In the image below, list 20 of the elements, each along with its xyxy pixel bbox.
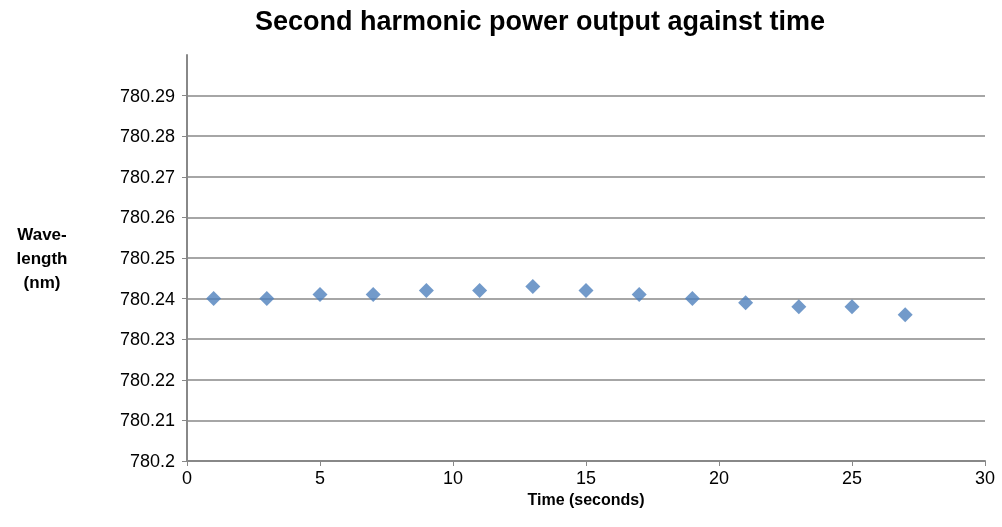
y-tick-label: 780.2: [129, 451, 175, 471]
y-tick-label: 780.25: [119, 248, 175, 268]
y-tick-label: 780.24: [119, 288, 175, 309]
chart-title: Second harmonic power output against time: [254, 5, 826, 36]
x-tick-label: 5: [314, 468, 326, 488]
x-tick-label: 10: [442, 468, 464, 488]
y-tick-label: 780.21: [119, 410, 175, 431]
y-axis-title: Wave- length (nm): [16, 224, 68, 292]
y-tick-label: 780.29: [119, 85, 175, 106]
x-tick-label: 0: [181, 468, 193, 488]
x-tick-label: 25: [841, 468, 863, 488]
y-tick-label: 780.26: [119, 207, 175, 228]
x-tick-label: 30: [974, 468, 996, 488]
y-tick-label: 780.22: [119, 369, 175, 390]
x-tick-label: 15: [575, 468, 597, 488]
y-tick-label: 780.27: [119, 166, 175, 187]
y-tick-label: 780.23: [119, 329, 175, 350]
x-axis-title: Time (seconds): [527, 491, 645, 509]
y-tick-label: 780.28: [119, 126, 175, 147]
x-tick-label: 20: [708, 468, 730, 488]
